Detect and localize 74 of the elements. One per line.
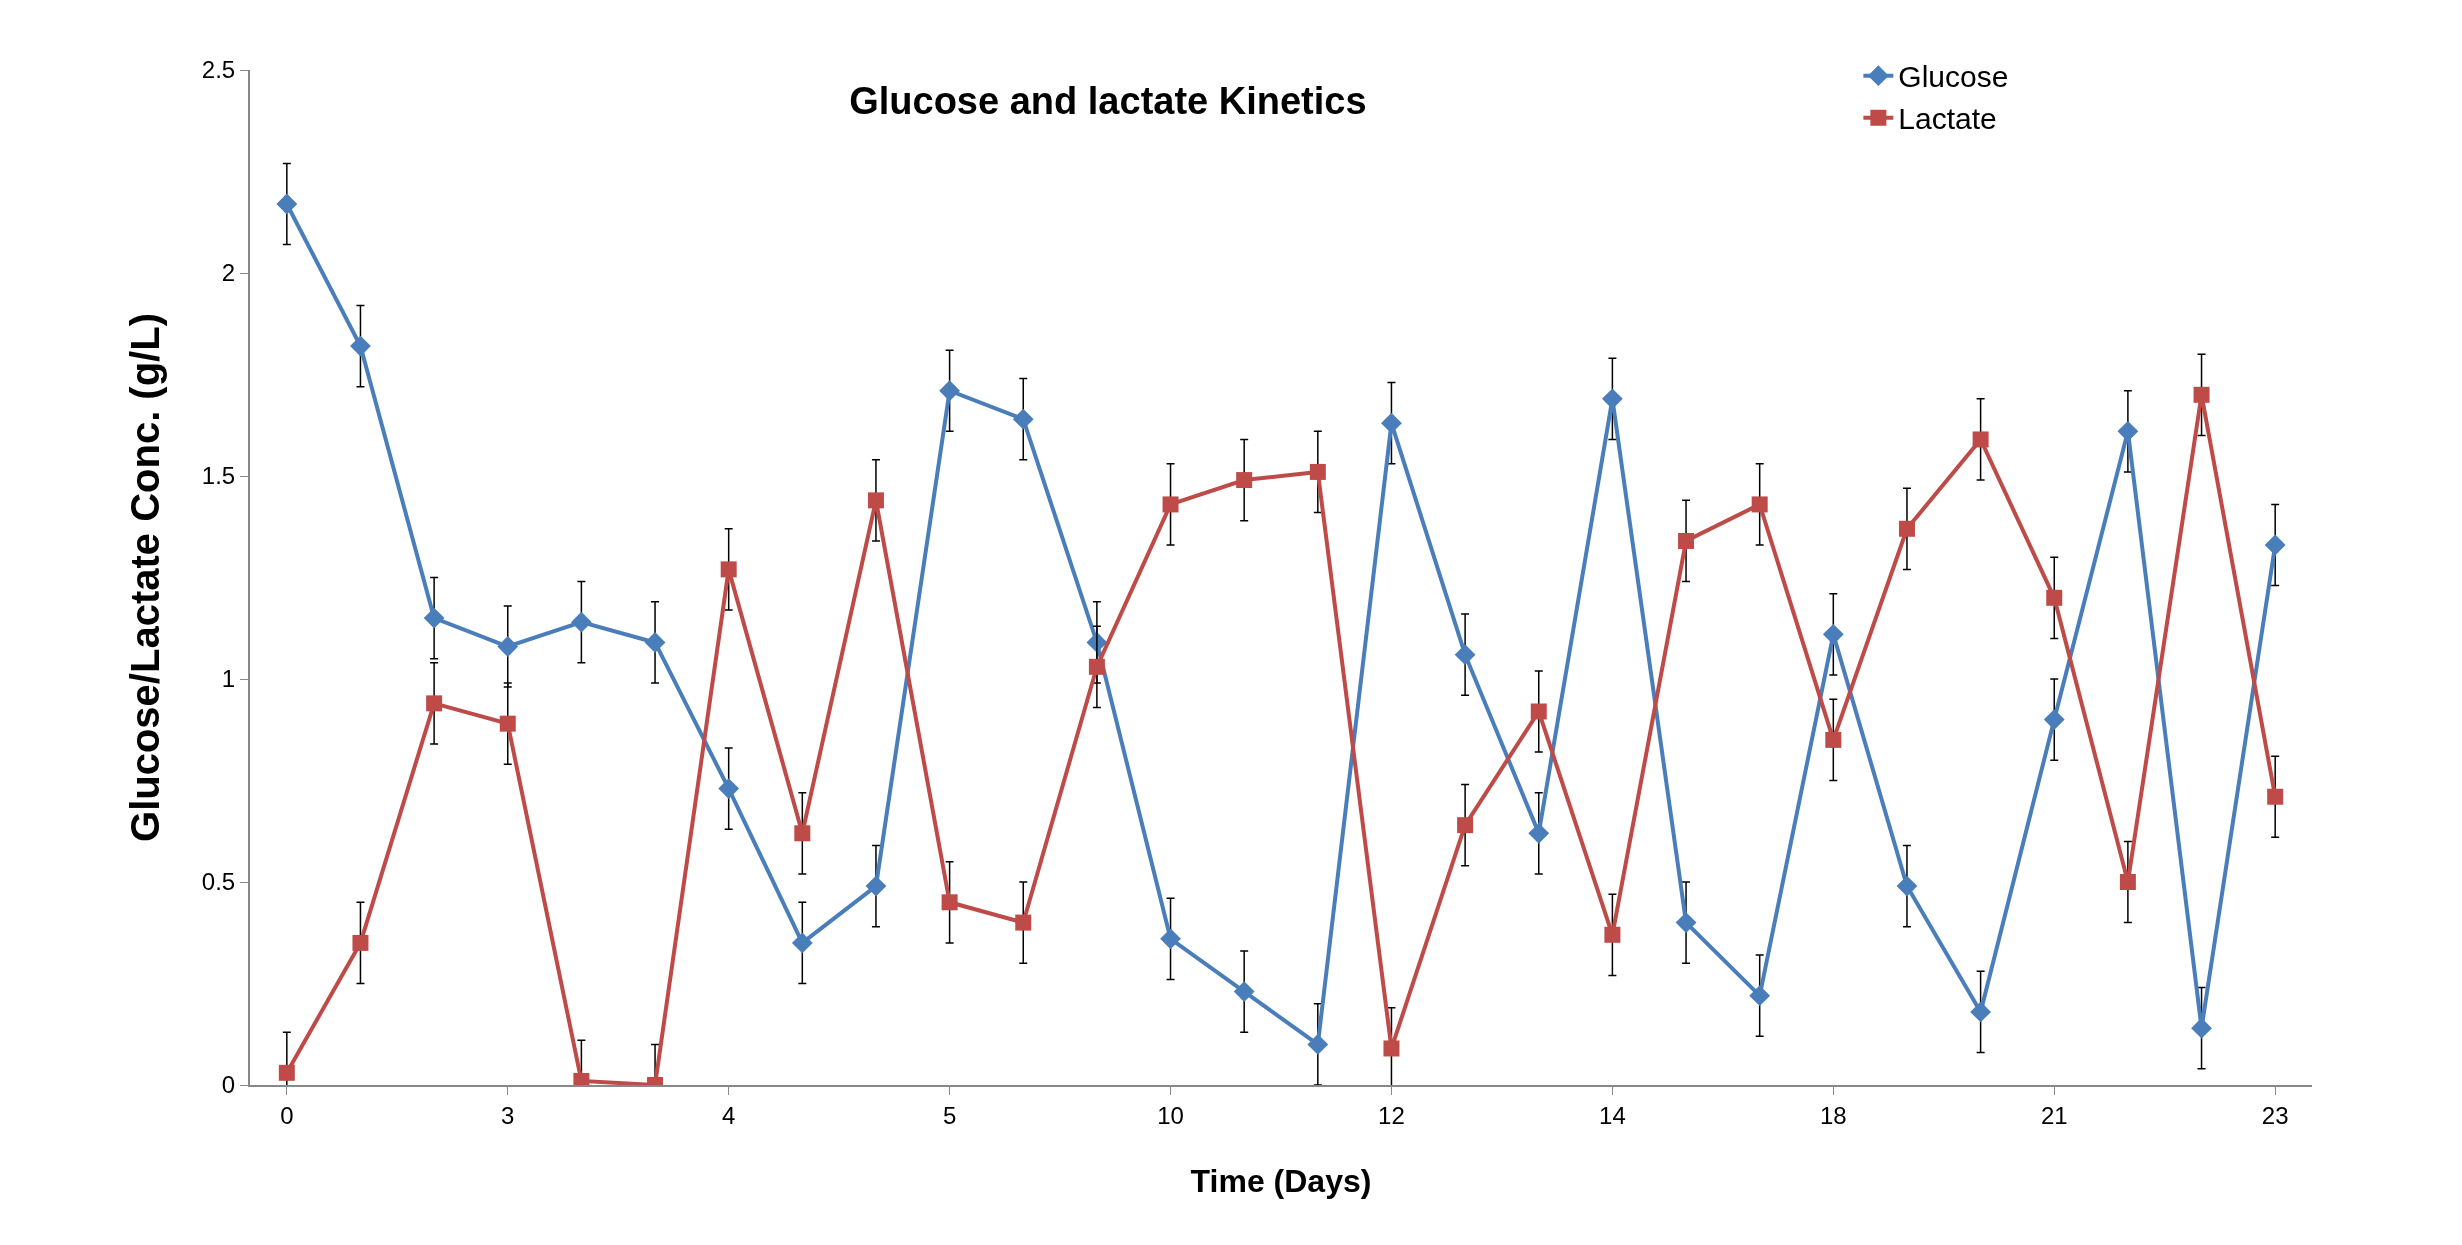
point — [1678, 532, 1695, 549]
y-tick-label: 0.5 — [201, 868, 236, 896]
point — [497, 636, 519, 657]
point — [1530, 703, 1547, 720]
point — [1454, 644, 1476, 666]
point — [499, 715, 516, 732]
point — [423, 607, 445, 629]
x-tick-label: 21 — [2040, 1101, 2068, 1129]
point — [941, 894, 958, 911]
y-tick-label: 1.5 — [201, 462, 236, 490]
point — [1309, 463, 1326, 480]
x-tick-label: 5 — [942, 1101, 957, 1129]
point — [1601, 388, 1623, 410]
point — [1015, 914, 1032, 931]
point — [1457, 817, 1474, 834]
point — [426, 695, 443, 712]
x-tick-label: 23 — [2261, 1101, 2289, 1129]
y-tick-label: 2 — [221, 259, 236, 287]
point — [1236, 472, 1253, 489]
point — [867, 492, 884, 509]
point — [644, 632, 666, 653]
point — [1160, 928, 1181, 950]
point — [794, 825, 811, 842]
point — [2046, 589, 2063, 606]
x-tick-label: 0 — [280, 1101, 294, 1129]
point — [1898, 520, 1915, 537]
point — [2191, 1017, 2212, 1039]
point — [1012, 408, 1034, 430]
point — [1604, 926, 1621, 943]
point — [1381, 412, 1402, 434]
point — [2117, 420, 2139, 442]
point — [2267, 788, 2284, 805]
point — [570, 611, 592, 633]
y-tick-label: 2.5 — [201, 56, 236, 84]
x-axis-title: Time (Days) — [1190, 1163, 1372, 1199]
x-tick-label: 12 — [1378, 1101, 1405, 1129]
point — [1675, 912, 1697, 933]
point — [2193, 386, 2210, 403]
point — [352, 934, 369, 951]
y-tick-label: 0 — [221, 1071, 236, 1099]
point — [276, 193, 298, 215]
point — [1972, 431, 1989, 448]
x-tick-label: 18 — [1819, 1101, 1847, 1129]
x-tick-label: 10 — [1157, 1101, 1184, 1129]
point — [2043, 709, 2065, 730]
y-axis-title: Glucose/Lactate Conc. (g/L) — [122, 313, 167, 842]
point — [1751, 496, 1768, 513]
legend-label: Lactate — [1898, 102, 1997, 136]
point — [865, 875, 887, 897]
x-tick-label: 14 — [1599, 1101, 1626, 1129]
point — [791, 932, 813, 954]
point — [1383, 1040, 1400, 1057]
point — [1749, 985, 1771, 1007]
x-tick-label: 3 — [501, 1101, 515, 1129]
point — [1825, 731, 1842, 748]
point — [1970, 1001, 1992, 1023]
point — [1528, 822, 1550, 844]
point — [1233, 981, 1255, 1003]
point — [278, 1064, 295, 1081]
point — [1088, 658, 1105, 675]
point — [939, 380, 961, 402]
y-tick-label: 1 — [221, 665, 236, 693]
point — [1896, 875, 1918, 897]
legend-label: Glucose — [1898, 60, 2009, 94]
point — [350, 335, 371, 357]
point — [2119, 874, 2136, 890]
x-tick-label: 4 — [722, 1101, 736, 1129]
point — [1307, 1034, 1329, 1055]
point — [1822, 623, 1844, 645]
chart-title: Glucose and lactate Kinetics — [849, 79, 1367, 122]
point — [2264, 534, 2286, 556]
point — [1162, 496, 1179, 513]
point — [720, 561, 737, 578]
point — [718, 778, 740, 800]
